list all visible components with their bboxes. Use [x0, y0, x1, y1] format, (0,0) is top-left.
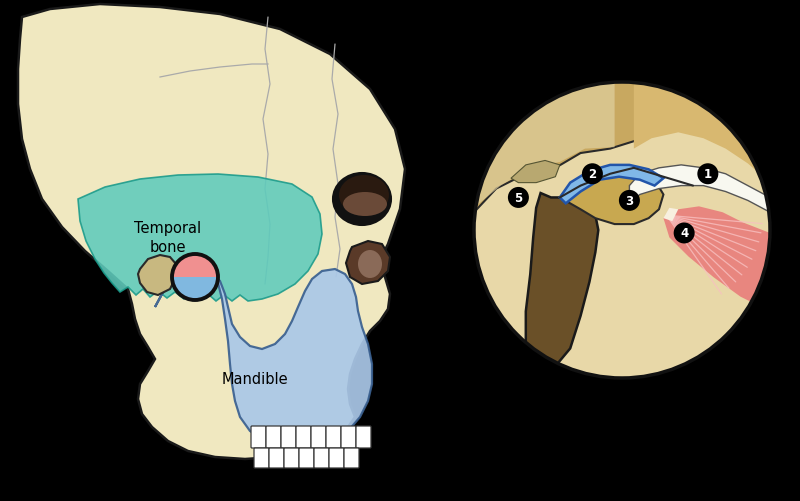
FancyBboxPatch shape — [296, 426, 311, 448]
Text: 2: 2 — [588, 168, 597, 181]
FancyBboxPatch shape — [266, 426, 281, 448]
FancyBboxPatch shape — [326, 426, 341, 448]
Ellipse shape — [343, 192, 387, 216]
Polygon shape — [346, 241, 390, 285]
Ellipse shape — [333, 174, 391, 225]
Polygon shape — [138, 256, 176, 296]
FancyBboxPatch shape — [281, 426, 296, 448]
Polygon shape — [511, 161, 560, 183]
Polygon shape — [474, 83, 614, 208]
Ellipse shape — [339, 176, 389, 215]
Text: 5: 5 — [514, 191, 522, 204]
FancyBboxPatch shape — [314, 448, 329, 468]
Polygon shape — [560, 165, 663, 204]
Wedge shape — [172, 278, 218, 301]
Text: 1: 1 — [704, 168, 712, 181]
FancyBboxPatch shape — [284, 448, 299, 468]
FancyBboxPatch shape — [299, 448, 314, 468]
Polygon shape — [663, 207, 770, 312]
Polygon shape — [663, 208, 678, 221]
FancyBboxPatch shape — [356, 426, 371, 448]
Circle shape — [674, 223, 694, 244]
FancyBboxPatch shape — [344, 448, 359, 468]
FancyBboxPatch shape — [269, 448, 284, 468]
Text: 4: 4 — [680, 227, 688, 240]
Polygon shape — [18, 5, 405, 459]
Circle shape — [582, 164, 603, 185]
Polygon shape — [526, 189, 598, 371]
Text: Mandible: Mandible — [222, 372, 288, 387]
Text: 3: 3 — [626, 194, 634, 207]
FancyBboxPatch shape — [251, 426, 266, 448]
Polygon shape — [630, 165, 770, 213]
Circle shape — [508, 187, 529, 208]
Circle shape — [698, 164, 718, 185]
Polygon shape — [78, 175, 322, 302]
Polygon shape — [634, 83, 770, 183]
Circle shape — [474, 83, 770, 378]
Polygon shape — [560, 168, 663, 224]
FancyBboxPatch shape — [341, 426, 356, 448]
FancyBboxPatch shape — [311, 426, 326, 448]
Polygon shape — [474, 83, 770, 213]
Ellipse shape — [358, 250, 382, 279]
Polygon shape — [155, 268, 372, 447]
FancyBboxPatch shape — [329, 448, 344, 468]
FancyBboxPatch shape — [254, 448, 269, 468]
Circle shape — [619, 190, 640, 211]
Wedge shape — [172, 255, 218, 278]
Text: Temporal
bone: Temporal bone — [134, 221, 202, 255]
